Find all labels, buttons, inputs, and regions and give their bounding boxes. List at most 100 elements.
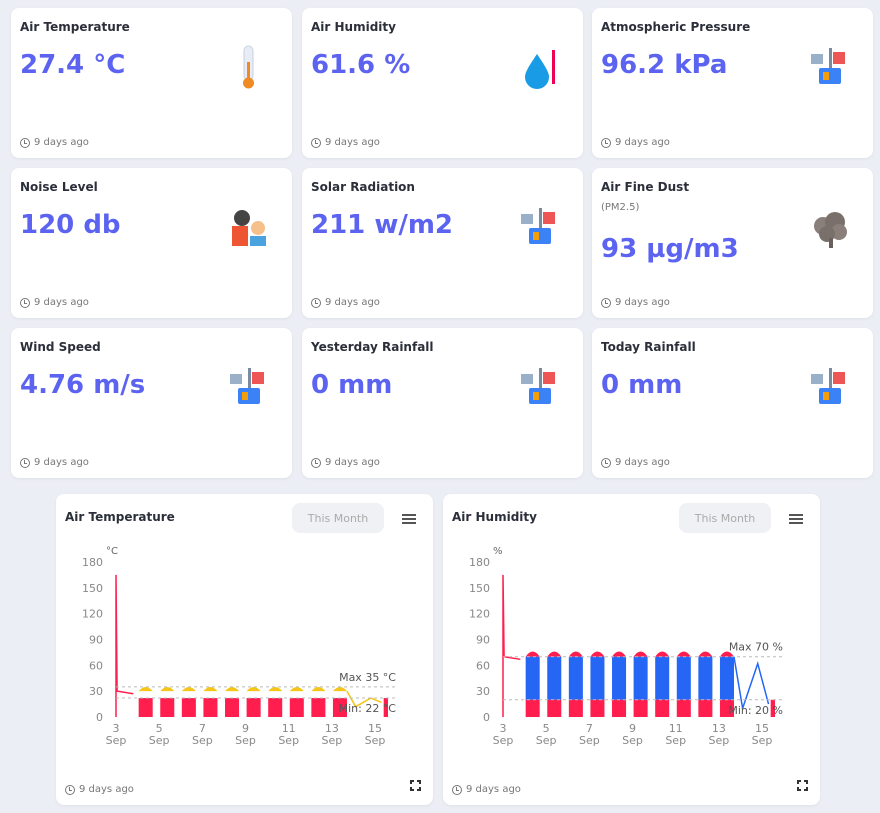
- x-tick-label: 3 Sep: [493, 722, 514, 747]
- upper-area: [547, 651, 562, 657]
- sensor-card[interactable]: Yesterday Rainfall 0 mm 9 days ago: [302, 328, 583, 478]
- fullscreen-icon[interactable]: [796, 779, 811, 794]
- card-title: Today Rainfall: [601, 340, 696, 354]
- card-title: Air Humidity: [311, 20, 396, 34]
- y-tick-label: 90: [89, 634, 103, 647]
- sensor-card[interactable]: Noise Level 120 db 9 days ago: [11, 168, 292, 318]
- last-updated: 9 days ago: [20, 137, 89, 148]
- last-updated: 9 days ago: [452, 784, 521, 795]
- x-tick-label: 9 Sep: [235, 722, 256, 747]
- upper-area: [568, 651, 583, 657]
- upper-area: [655, 651, 670, 657]
- last-updated: 9 days ago: [311, 457, 380, 468]
- clock-icon: [20, 297, 30, 308]
- card-value: 27.4 °C: [20, 50, 126, 80]
- sensor-card[interactable]: Atmospheric Pressure 96.2 kPa 9 days ago: [592, 8, 873, 158]
- series-line: [733, 656, 770, 709]
- lower-area: [383, 698, 388, 717]
- card-title: Yesterday Rainfall: [311, 340, 434, 354]
- upper-area: [525, 651, 540, 657]
- lower-area: [289, 698, 304, 717]
- lower-area: [655, 699, 670, 717]
- y-tick-label: 60: [476, 659, 490, 672]
- upper-area: [311, 687, 326, 692]
- clock-icon: [20, 137, 30, 148]
- middle-area: [633, 656, 648, 700]
- card-subtitle: (PM2.5): [601, 202, 640, 213]
- x-tick-label: 3 Sep: [106, 722, 127, 747]
- middle-area: [719, 656, 734, 700]
- y-tick-label: 120: [469, 608, 490, 621]
- x-tick-label: 7 Sep: [579, 722, 600, 747]
- x-tick-month: Sep: [622, 734, 643, 747]
- x-tick-label: 15 Sep: [365, 722, 386, 747]
- y-axis-unit: °C: [106, 546, 118, 557]
- x-tick-month: Sep: [536, 734, 557, 747]
- range-button[interactable]: This Month: [292, 503, 384, 533]
- noise-icon: [228, 204, 270, 250]
- x-tick-day: 5: [543, 722, 550, 735]
- x-tick-month: Sep: [493, 734, 514, 747]
- upper-area: [289, 687, 304, 692]
- x-tick-label: 13 Sep: [322, 722, 343, 747]
- last-updated: 9 days ago: [601, 137, 670, 148]
- range-button[interactable]: This Month: [679, 503, 771, 533]
- lower-area: [138, 698, 153, 717]
- fullscreen-icon[interactable]: [409, 779, 424, 794]
- card-value: 4.76 m/s: [20, 370, 146, 400]
- menu-icon[interactable]: [402, 514, 416, 524]
- clock-icon: [311, 457, 321, 468]
- last-updated: 9 days ago: [65, 784, 134, 795]
- last-updated: 9 days ago: [601, 297, 670, 308]
- upper-area: [698, 651, 713, 657]
- clock-icon: [601, 137, 611, 148]
- upper-area: [138, 687, 153, 692]
- thermometer-icon: [228, 44, 270, 90]
- sensor-card[interactable]: Air Humidity 61.6 % 9 days ago: [302, 8, 583, 158]
- lower-area: [590, 699, 605, 717]
- middle-area: [655, 656, 670, 700]
- lower-area: [698, 699, 713, 717]
- min-label: Min: 22 °C: [339, 702, 397, 715]
- sensor-card[interactable]: Today Rainfall 0 mm 9 days ago: [592, 328, 873, 478]
- card-value: 120 db: [20, 210, 121, 240]
- weather-station-icon: [519, 204, 561, 250]
- card-title: Solar Radiation: [311, 180, 415, 194]
- series-line: [346, 690, 382, 708]
- last-updated: 9 days ago: [311, 137, 380, 148]
- sensor-card[interactable]: Solar Radiation 211 w/m2 9 days ago: [302, 168, 583, 318]
- upper-area: [246, 687, 261, 692]
- y-tick-label: 180: [469, 556, 490, 569]
- lower-area: [246, 698, 261, 717]
- middle-area: [547, 656, 562, 700]
- lower-area: [332, 698, 347, 717]
- lower-area: [719, 699, 734, 717]
- middle-area: [612, 656, 627, 700]
- last-updated: 9 days ago: [20, 297, 89, 308]
- y-tick-label: 90: [476, 634, 490, 647]
- sensor-card[interactable]: Air Fine Dust (PM2.5) 93 µg/m3 9 days ago: [592, 168, 873, 318]
- sensor-card[interactable]: Wind Speed 4.76 m/s 9 days ago: [11, 328, 292, 478]
- upper-area: [332, 687, 347, 692]
- x-tick-month: Sep: [665, 734, 686, 747]
- card-value: 0 mm: [311, 370, 393, 400]
- menu-icon[interactable]: [789, 514, 803, 524]
- max-label: Max 70 %: [729, 641, 783, 654]
- card-value: 0 mm: [601, 370, 683, 400]
- card-title: Air Temperature: [20, 20, 130, 34]
- x-tick-day: 3: [500, 722, 507, 735]
- sensor-card[interactable]: Air Temperature 27.4 °C 9 days ago: [11, 8, 292, 158]
- weather-station-icon: [519, 364, 561, 410]
- x-tick-label: 7 Sep: [192, 722, 213, 747]
- middle-area: [525, 656, 540, 700]
- x-tick-day: 5: [156, 722, 163, 735]
- x-tick-month: Sep: [278, 734, 299, 747]
- series-line: [502, 574, 521, 717]
- lower-area: [612, 699, 627, 717]
- weather-station-icon: [809, 364, 851, 410]
- clock-icon: [65, 784, 75, 795]
- weather-station-icon: [228, 364, 270, 410]
- x-tick-label: 13 Sep: [709, 722, 730, 747]
- water-drop-icon: [519, 44, 561, 90]
